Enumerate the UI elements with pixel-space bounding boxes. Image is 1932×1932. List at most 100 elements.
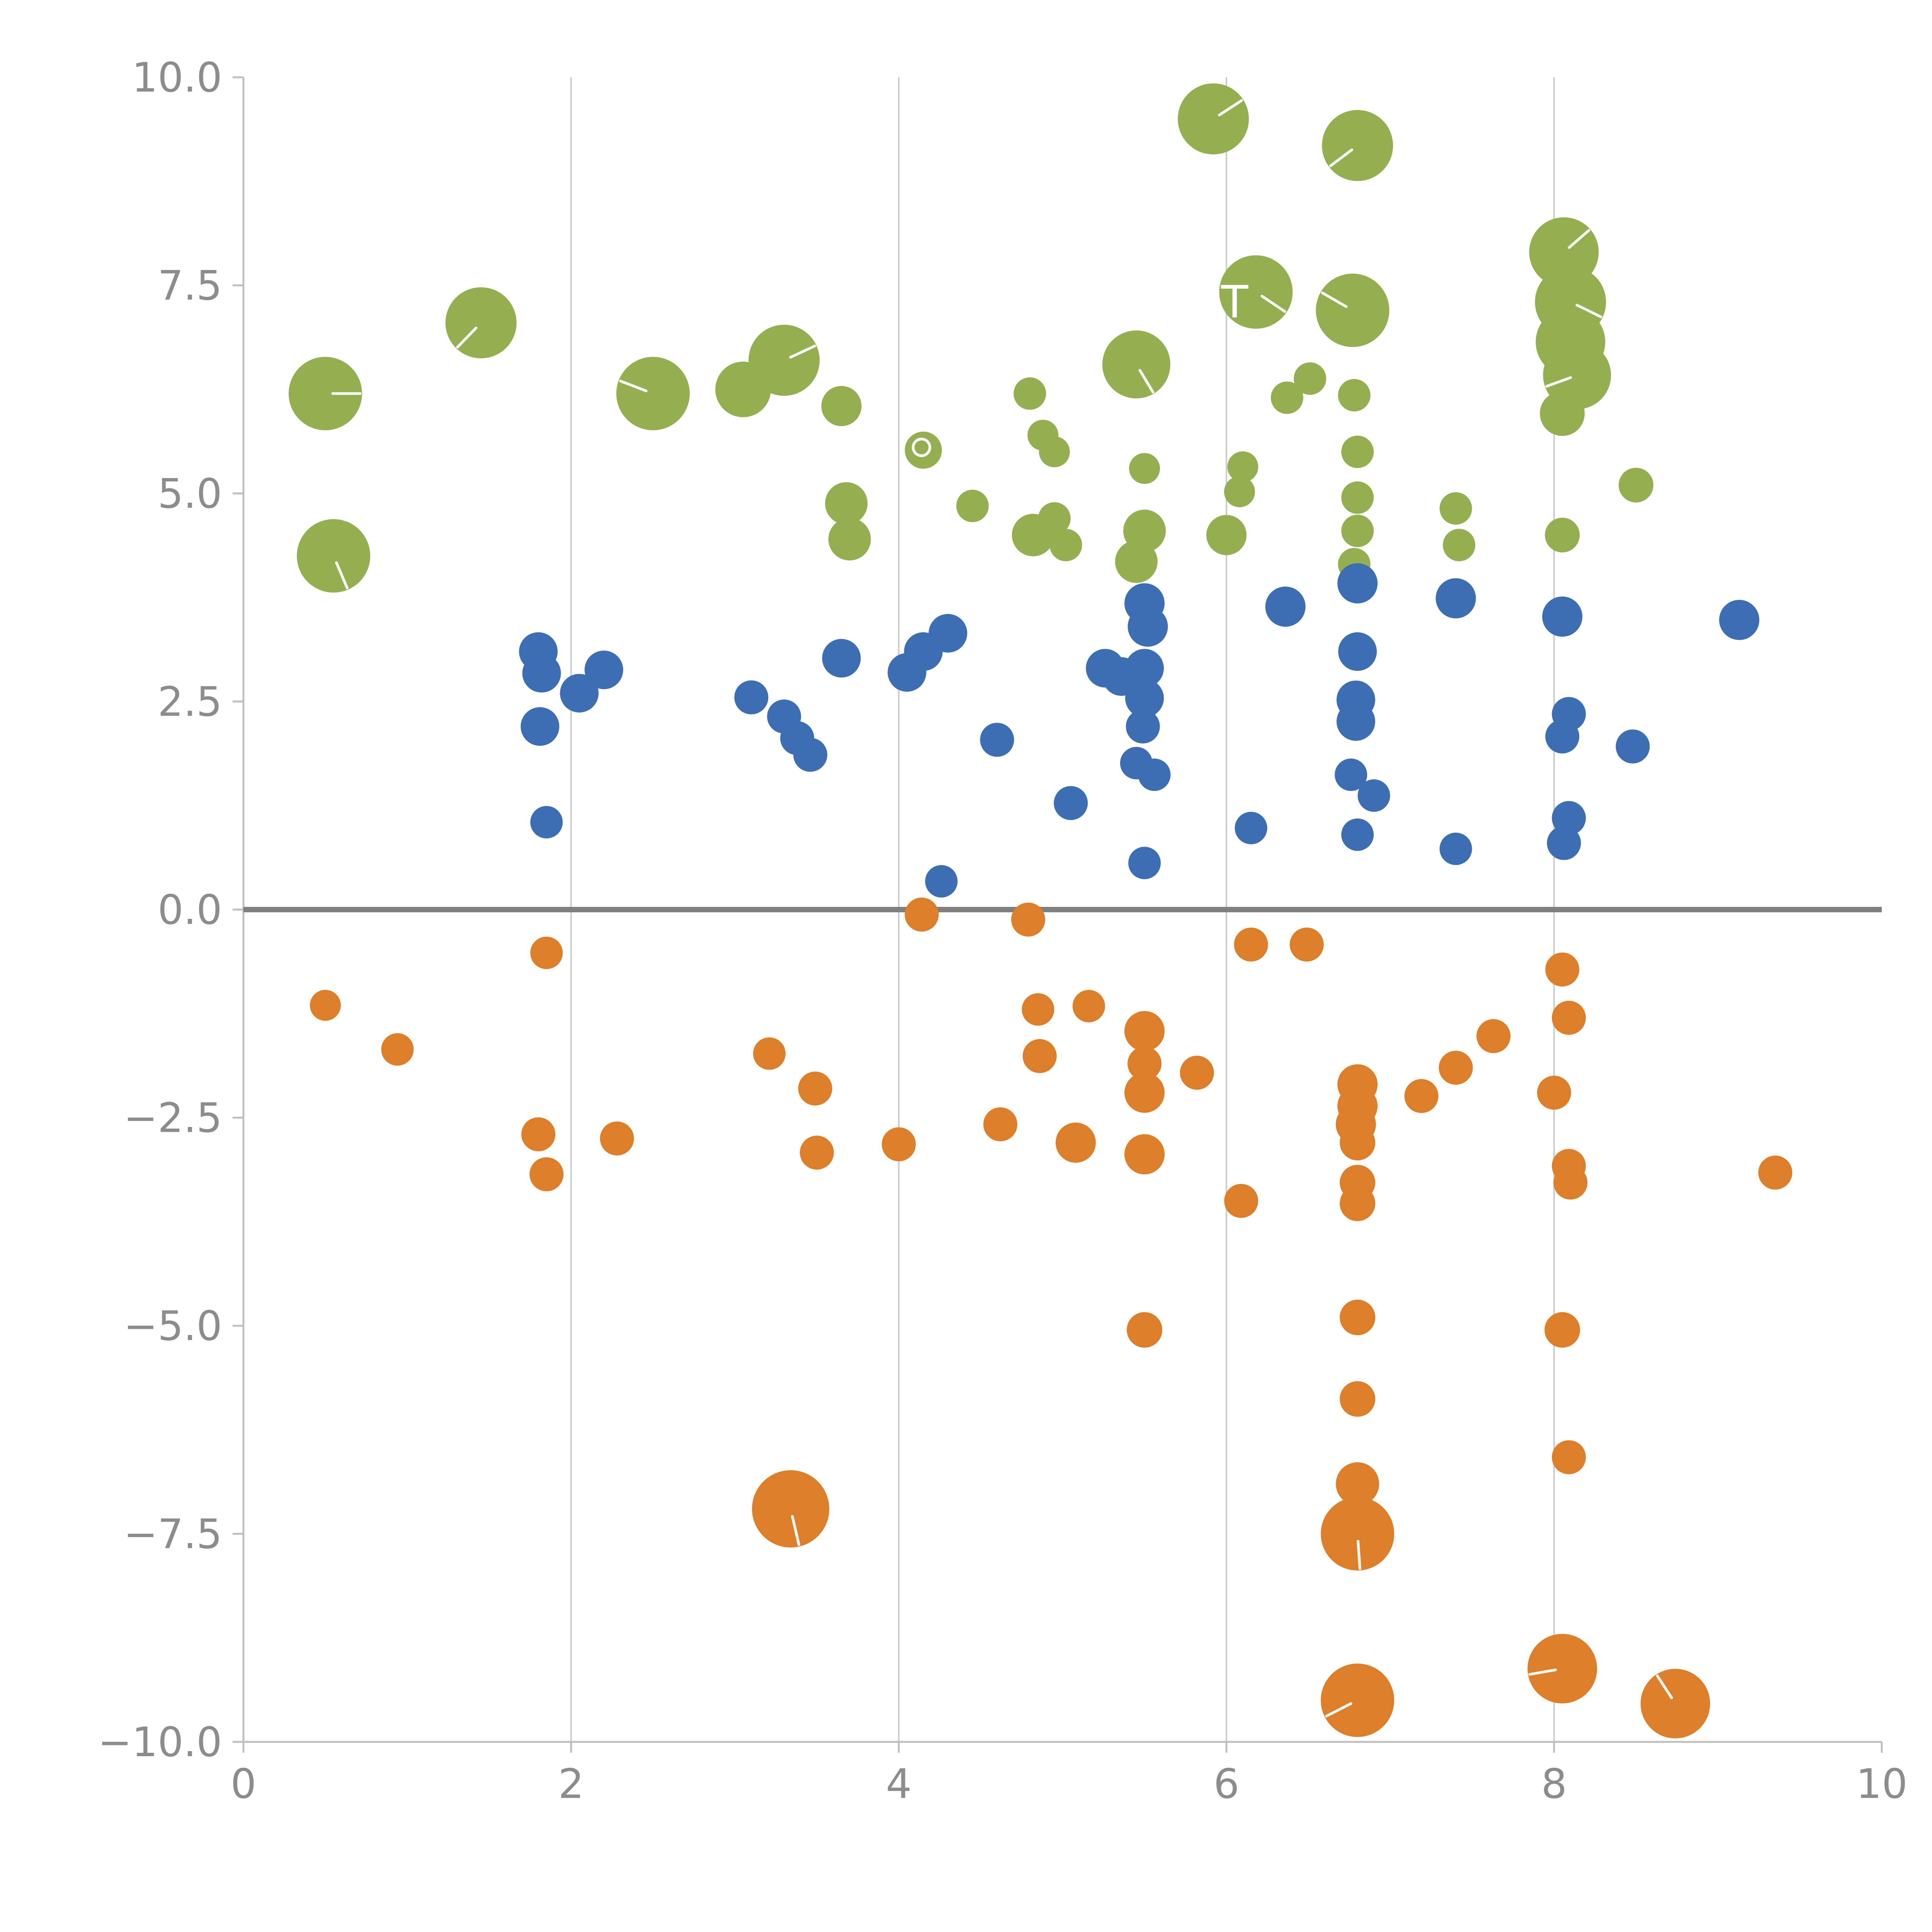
scatter-point (1540, 391, 1585, 436)
scatter-point (1227, 451, 1259, 483)
x-tick-label: 0 (231, 1760, 257, 1808)
scatter-point (1341, 818, 1374, 851)
scatter-point (1439, 492, 1472, 525)
scatter-point (520, 707, 560, 746)
y-tick-label: −5.0 (124, 1303, 222, 1350)
scatter-point (530, 806, 563, 838)
scatter-point (1439, 1051, 1473, 1085)
scatter-point (1336, 702, 1375, 741)
scatter-point (529, 1157, 564, 1191)
point-slash-mark (1218, 99, 1243, 117)
scatter-point (1435, 578, 1476, 619)
scatter-point (793, 738, 828, 772)
scatter-point (1038, 502, 1071, 535)
scatter-point (1321, 1497, 1395, 1571)
scatter-point (1340, 1299, 1376, 1335)
point-slash-mark (456, 327, 478, 349)
scatter-point (1537, 1075, 1571, 1110)
scatter-point (753, 1037, 786, 1070)
point-slash-mark (1568, 229, 1590, 249)
scatter-point (1341, 514, 1374, 547)
scatter-point (1335, 759, 1367, 791)
tick-labels: 0 2 4 6 8 10 −10.0 −7.5 −5.0 −2.5 0.0 2.5 5.0 7.5 10.0 (98, 54, 1908, 1808)
scatter-point (1316, 274, 1389, 347)
point-slash-mark (789, 344, 816, 359)
scatter-point (1616, 729, 1650, 764)
y-tick-label: 2.5 (158, 679, 222, 726)
scatter-point (522, 654, 561, 693)
scatter-point (822, 639, 861, 678)
scatter-point (297, 519, 371, 593)
scatter-point (1338, 379, 1371, 412)
scatter-point (1552, 1440, 1586, 1475)
scatter-point (1234, 927, 1268, 962)
scatter-point (1128, 606, 1168, 647)
scatter-point (1011, 902, 1045, 937)
point-slash-mark (335, 561, 349, 590)
point-slash-mark (1260, 294, 1286, 313)
scatter-point (1545, 719, 1580, 753)
scatter-point (1125, 679, 1164, 718)
scatter-point (1224, 1184, 1259, 1218)
scatter-point (1124, 1011, 1165, 1051)
scatter-point (1072, 990, 1105, 1022)
scatter-point (1219, 255, 1293, 329)
scatter-point (752, 1470, 830, 1548)
scatter-point (1340, 1381, 1376, 1417)
annotation-label: T (1221, 277, 1248, 328)
scatter-point (584, 650, 623, 689)
y-tick-label: 0.0 (158, 886, 222, 934)
scatter-point (1127, 1312, 1162, 1348)
scatter-point (1265, 586, 1306, 627)
point-slash-mark (1329, 148, 1354, 167)
point-slash-mark (1325, 1702, 1352, 1718)
scatter-point (1357, 779, 1390, 812)
scatter-point (1102, 330, 1170, 399)
y-tick-label: −10.0 (98, 1719, 222, 1766)
scatter-point (821, 386, 862, 426)
x-tick-label: 8 (1541, 1760, 1567, 1808)
point-slash-mark (1575, 304, 1602, 318)
scatter-point (1542, 596, 1583, 637)
point-slash-mark (1545, 376, 1572, 388)
scatter-point (1055, 1122, 1096, 1163)
y-tick-label: −7.5 (124, 1511, 222, 1558)
scatter-point (521, 1117, 556, 1151)
scatter-point (1340, 1185, 1376, 1221)
scatter-point (1125, 649, 1164, 688)
y-tick-label: 5.0 (158, 470, 222, 517)
scatter-point (1054, 786, 1088, 820)
scatter-point (905, 897, 939, 932)
scatter-point (734, 680, 769, 714)
scatter-point (530, 937, 563, 969)
scatter-point (1138, 759, 1171, 791)
scatter-point (1128, 847, 1161, 879)
scatter-point (1124, 1072, 1165, 1113)
point-slash-mark (619, 379, 648, 393)
scatter-point (445, 287, 517, 359)
scatter-point (929, 614, 968, 653)
point-slash-mark (1321, 291, 1348, 308)
scatter-point (616, 357, 690, 430)
scatter-point (1337, 563, 1378, 604)
scatter-point (748, 325, 820, 396)
scatter-point (980, 723, 1014, 757)
scatter-point (925, 865, 958, 898)
scatter-point (1178, 83, 1249, 155)
scatter-point (1124, 1134, 1165, 1175)
scatter-point (1014, 377, 1046, 410)
y-tick-label: 10.0 (132, 54, 222, 101)
y-tick-label: 7.5 (158, 262, 222, 310)
scatter-point (1439, 832, 1472, 865)
scatter-point (1476, 1019, 1511, 1053)
x-tick-label: 4 (886, 1760, 912, 1808)
scatter-point (1322, 110, 1393, 181)
scatter-point (956, 490, 989, 522)
scatter-point (1544, 1312, 1580, 1348)
scatter-point (1180, 1056, 1214, 1090)
scatter-point (289, 357, 362, 430)
scatter-point (1527, 1634, 1597, 1704)
scatter-point (1206, 515, 1247, 555)
